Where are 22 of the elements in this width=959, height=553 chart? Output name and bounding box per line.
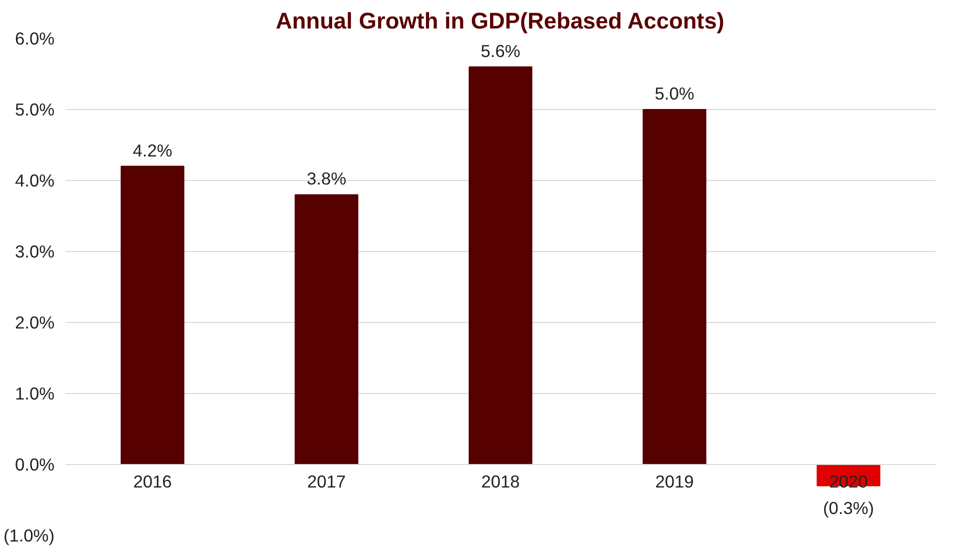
y-tick-label: 3.0% — [15, 242, 55, 262]
data-label: 4.2% — [132, 140, 172, 160]
data-label: (0.3%) — [822, 498, 874, 518]
bar — [642, 109, 706, 465]
data-label: 5.6% — [480, 40, 520, 61]
bar — [294, 194, 358, 465]
y-tick-label: 2.0% — [15, 312, 55, 332]
chart-title: Annual Growth in GDP(Rebased Acconts) — [276, 8, 724, 34]
x-tick-label: 2019 — [655, 472, 694, 492]
y-tick-label: 4.0% — [15, 170, 55, 190]
x-tick-label: 2018 — [481, 472, 520, 492]
bar — [120, 166, 184, 465]
data-label: 3.8% — [306, 168, 346, 189]
y-tick-label: 6.0% — [15, 28, 55, 48]
y-tick-label: 1.0% — [15, 384, 55, 404]
y-tick-label: 0.0% — [15, 454, 55, 474]
bar — [468, 66, 532, 465]
y-tick-label: (1.0%) — [3, 526, 55, 546]
x-tick-label: 2017 — [307, 472, 346, 492]
x-tick-label: 2016 — [133, 472, 172, 492]
data-label: 5.0% — [654, 84, 694, 104]
y-tick-label: 5.0% — [15, 100, 55, 120]
